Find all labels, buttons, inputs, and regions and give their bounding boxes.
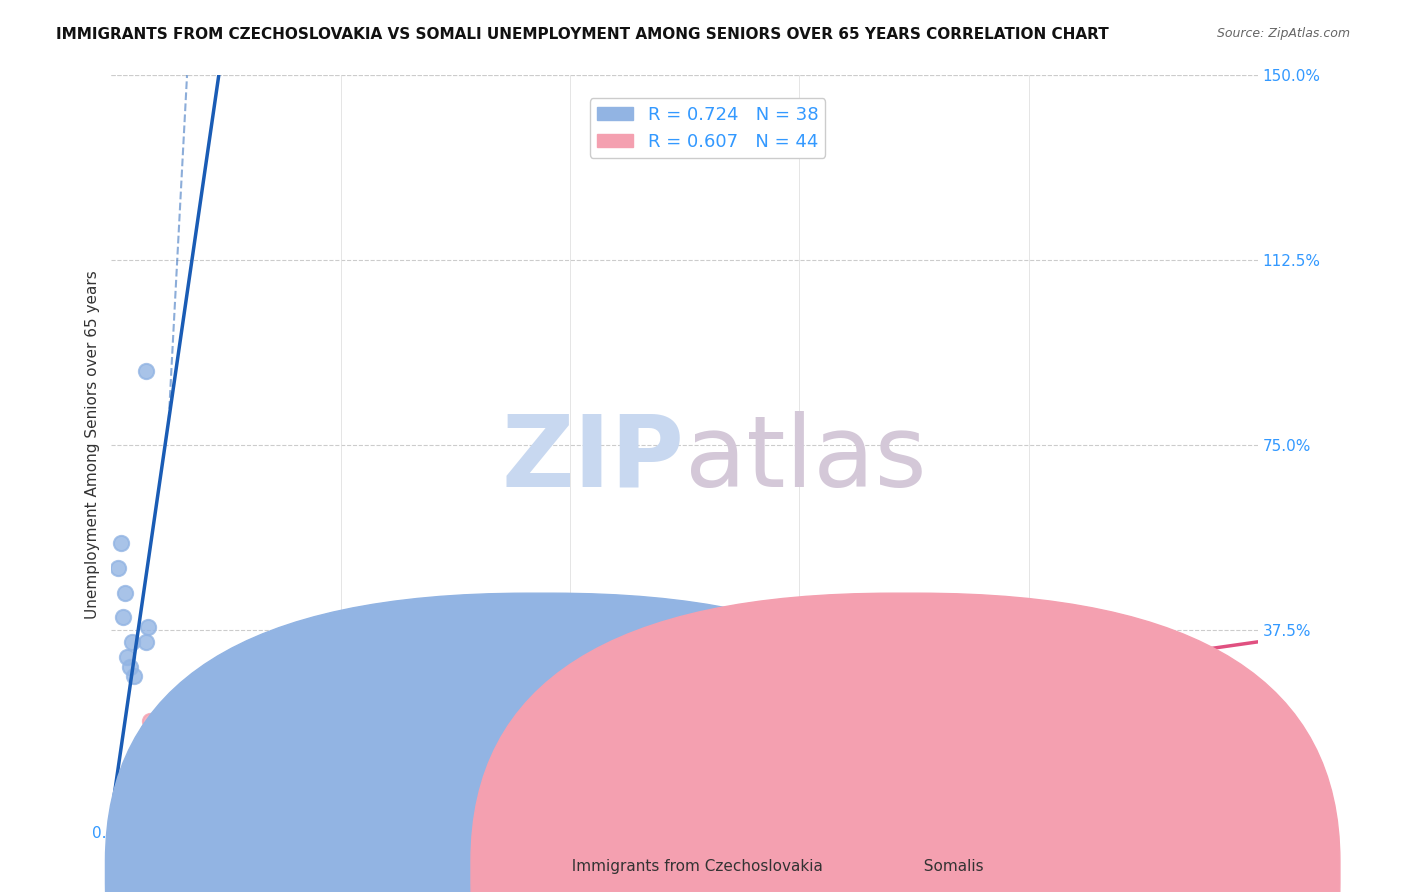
Text: atlas: atlas: [685, 411, 927, 508]
Point: [150, 793, 173, 807]
Point: [260, 793, 283, 807]
Point: [128, 788, 150, 802]
Legend: R = 0.724   N = 38, R = 0.607   N = 44: R = 0.724 N = 38, R = 0.607 N = 44: [589, 98, 825, 158]
Point: [398, 782, 420, 797]
Point: [110, 536, 132, 550]
Point: [111, 793, 134, 807]
Point: [155, 795, 177, 809]
Point: [329, 790, 352, 805]
Point: [129, 797, 152, 812]
Point: [142, 782, 165, 797]
Text: Somalis: Somalis: [914, 859, 984, 874]
Point: [129, 782, 152, 797]
Point: [353, 793, 375, 807]
Point: [124, 778, 146, 792]
Point: [215, 797, 238, 812]
Point: [136, 620, 159, 634]
Point: [118, 659, 141, 673]
Point: [135, 733, 157, 747]
Point: [117, 649, 139, 664]
Point: [307, 793, 329, 807]
Point: [146, 758, 169, 772]
Point: [191, 793, 214, 807]
Point: [128, 790, 150, 805]
Point: [110, 795, 132, 809]
Point: [169, 797, 191, 812]
Point: [150, 748, 173, 763]
Point: [558, 795, 581, 809]
Point: [117, 793, 139, 807]
Point: [142, 719, 165, 733]
Point: [132, 778, 155, 792]
Point: [111, 803, 134, 817]
Point: [169, 772, 191, 787]
Point: [124, 669, 146, 683]
Point: [136, 723, 159, 738]
Point: [118, 797, 141, 812]
Point: [135, 363, 157, 377]
Point: [121, 795, 143, 809]
Point: [238, 795, 260, 809]
Point: [444, 797, 467, 812]
Point: [118, 790, 141, 805]
Point: [124, 797, 146, 812]
Text: IMMIGRANTS FROM CZECHOSLOVAKIA VS SOMALI UNEMPLOYMENT AMONG SENIORS OVER 65 YEAR: IMMIGRANTS FROM CZECHOSLOVAKIA VS SOMALI…: [56, 27, 1109, 42]
Point: [114, 803, 136, 817]
Point: [128, 788, 150, 802]
Text: ZIP: ZIP: [502, 411, 685, 508]
Point: [114, 585, 136, 599]
Point: [110, 800, 132, 814]
Point: [136, 768, 159, 782]
Point: [117, 793, 139, 807]
Point: [118, 795, 141, 809]
Point: [111, 795, 134, 809]
Point: [107, 797, 129, 812]
Point: [121, 797, 143, 812]
Point: [114, 797, 136, 812]
Point: [118, 788, 141, 802]
Text: Source: ZipAtlas.com: Source: ZipAtlas.com: [1216, 27, 1350, 40]
Point: [117, 800, 139, 814]
Point: [191, 768, 214, 782]
Point: [148, 795, 170, 809]
Point: [375, 788, 398, 802]
Point: [124, 800, 146, 814]
Point: [180, 795, 202, 809]
Point: [146, 758, 169, 772]
Point: [114, 788, 136, 802]
Point: [110, 800, 132, 814]
Point: [135, 635, 157, 649]
Point: [673, 659, 696, 673]
Point: [121, 782, 143, 797]
Point: [121, 635, 143, 649]
Y-axis label: Unemployment Among Seniors over 65 years: Unemployment Among Seniors over 65 years: [86, 270, 100, 619]
Point: [132, 795, 155, 809]
Point: [153, 797, 176, 812]
Point: [157, 763, 180, 777]
Point: [107, 561, 129, 575]
Point: [125, 790, 148, 805]
Point: [157, 793, 180, 807]
Point: [284, 790, 307, 805]
Point: [157, 778, 180, 792]
Point: [972, 649, 994, 664]
Point: [107, 797, 129, 812]
Point: [143, 797, 166, 812]
Point: [125, 793, 148, 807]
Text: Immigrants from Czechoslovakia: Immigrants from Czechoslovakia: [562, 859, 824, 874]
Point: [142, 768, 165, 782]
Point: [139, 714, 162, 728]
Point: [111, 610, 134, 624]
Point: [105, 803, 128, 817]
Point: [105, 803, 128, 817]
